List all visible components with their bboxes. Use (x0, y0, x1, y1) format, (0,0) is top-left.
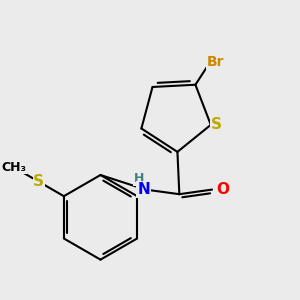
Text: O: O (216, 182, 229, 197)
Text: CH₃: CH₃ (2, 161, 26, 174)
Text: Br: Br (207, 55, 224, 69)
Text: H: H (134, 172, 144, 185)
Text: S: S (33, 174, 44, 189)
Text: S: S (211, 117, 222, 132)
Text: N: N (137, 182, 150, 197)
